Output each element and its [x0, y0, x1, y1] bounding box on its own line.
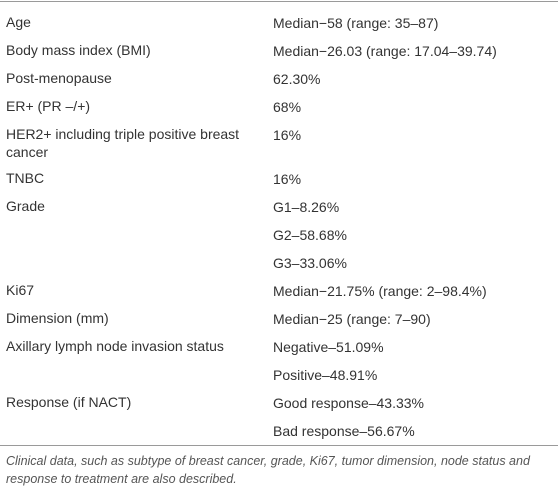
row-value: 68% [273, 99, 302, 115]
row-value: G2–58.68% [273, 227, 347, 243]
row-value: Median−26.03 (range: 17.04–39.74) [273, 43, 497, 59]
row-label: Post-menopause [6, 70, 112, 86]
row-value: Good response–43.33% [273, 395, 424, 411]
row-value: Positive–48.91% [273, 367, 378, 383]
row-label: Grade [6, 198, 45, 214]
row-value: 16% [273, 127, 302, 143]
row-value: G1–8.26% [273, 199, 340, 215]
row-label: TNBC [6, 170, 45, 186]
row-label: HER2+ including triple positive breast c… [6, 126, 240, 160]
row-values: 62.30% [267, 65, 558, 93]
row-label: Dimension (mm) [6, 310, 109, 326]
table-row: Axillary lymph node invasion status Negat… [0, 333, 558, 389]
row-label: Ki67 [6, 282, 35, 298]
table-row: Age Median−58 (range: 35–87) [0, 9, 558, 37]
row-label: Body mass index (BMI) [6, 42, 151, 58]
table-row: HER2+ including triple positive breast c… [0, 121, 558, 165]
row-label: ER+ (PR –/+) [6, 98, 91, 114]
row-label: Axillary lymph node invasion status [6, 338, 224, 354]
row-label: Age [6, 14, 31, 30]
table-row: Body mass index (BMI) Median−26.03 (range… [0, 37, 558, 65]
data-table: Age Median−58 (range: 35–87) Body mass ind… [0, 1, 558, 446]
row-value: 16% [273, 171, 302, 187]
table-row: Grade G1–8.26% G2–58.68% G3–33.06% [0, 193, 558, 277]
table-row: Dimension (mm) Median−25 (range: 7–90) [0, 305, 558, 333]
row-values: 16% [267, 165, 558, 193]
row-values: Negative–51.09% Positive–48.91% [267, 333, 558, 389]
table-row: Ki67 Median−21.75% (range: 2–98.4%) [0, 277, 558, 305]
table-row: Post-menopause 62.30% [0, 65, 558, 93]
row-values: Good response–43.33% Bad response–56.67% [267, 389, 558, 445]
row-values: 16% [267, 121, 558, 165]
row-values: G1–8.26% G2–58.68% G3–33.06% [267, 193, 558, 277]
table-caption: Clinical data, such as subtype of breast… [6, 454, 530, 486]
row-value: Median−25 (range: 7–90) [273, 311, 431, 327]
row-value: Median−21.75% (range: 2–98.4%) [273, 283, 487, 299]
table-row: TNBC 16% [0, 165, 558, 193]
row-values: Median−25 (range: 7–90) [267, 305, 558, 333]
table-row: Response (if NACT) Good response–43.33% Ba… [0, 389, 558, 445]
table-row: ER+ (PR –/+) 68% [0, 93, 558, 121]
row-values: Median−21.75% (range: 2–98.4%) [267, 277, 558, 305]
row-value: Bad response–56.67% [273, 423, 415, 439]
row-values: 68% [267, 93, 558, 121]
row-values: Median−58 (range: 35–87) [267, 9, 558, 37]
row-value: Median−58 (range: 35–87) [273, 15, 439, 31]
row-value: 62.30% [273, 71, 321, 87]
row-value: G3–33.06% [273, 255, 347, 271]
row-value: Negative–51.09% [273, 339, 384, 355]
row-values: Median−26.03 (range: 17.04–39.74) [267, 37, 558, 65]
row-label: Response (if NACT) [6, 394, 132, 410]
